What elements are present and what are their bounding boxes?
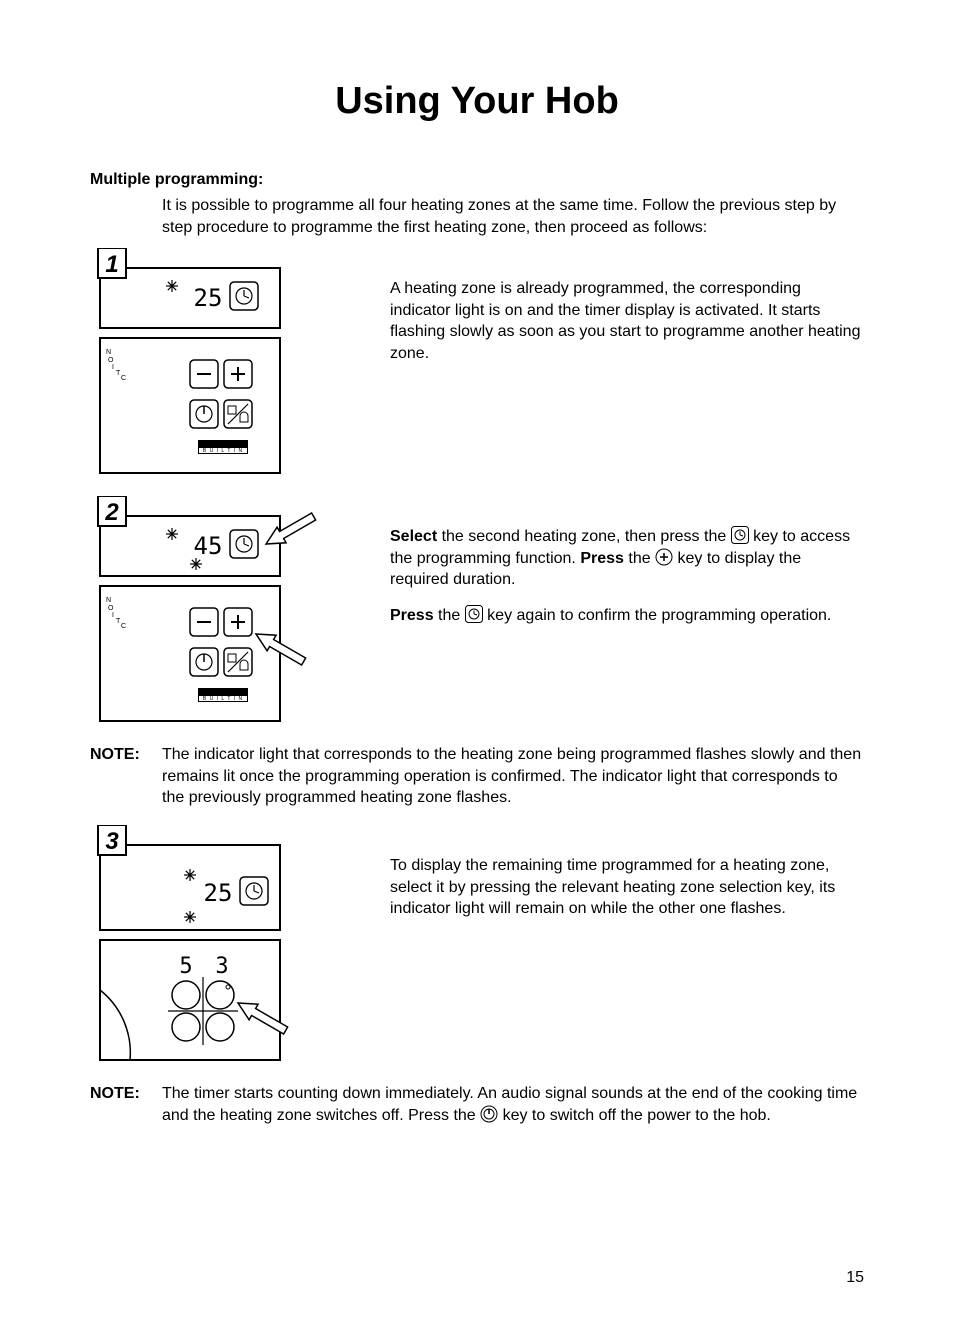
step-3-text: To display the remaining time programmed…: [390, 855, 864, 920]
svg-text:5: 5: [179, 954, 192, 979]
clock-icon: [465, 605, 483, 623]
svg-text:1: 1: [105, 251, 118, 278]
svg-text:B U I L T I N: B U I L T I N: [203, 448, 243, 454]
section-heading: Multiple programming:: [90, 171, 864, 189]
note-label: NOTE:: [90, 1083, 162, 1126]
svg-text:NOITC: NOITC: [106, 597, 127, 630]
svg-text:25: 25: [204, 879, 233, 907]
plus-icon: [655, 548, 673, 566]
page-title: Using Your Hob: [90, 80, 864, 123]
svg-text:3: 3: [215, 954, 228, 979]
note-1: NOTE: The indicator light that correspon…: [90, 744, 864, 809]
note-2-body: The timer starts counting down immediate…: [162, 1083, 864, 1126]
page-number: 15: [846, 1269, 864, 1287]
intro-text: It is possible to programme all four hea…: [162, 195, 864, 238]
step-1-text: A heating zone is already programmed, th…: [390, 278, 864, 364]
svg-text:25: 25: [194, 284, 223, 312]
clock-icon: [731, 526, 749, 544]
note-label: NOTE:: [90, 744, 162, 809]
step-1-diagram: 1 25 NOITC: [90, 248, 370, 478]
step-3: 3 25 5 3: [90, 825, 864, 1065]
power-icon: [480, 1105, 498, 1123]
svg-text:45: 45: [194, 532, 223, 560]
svg-text:3: 3: [105, 828, 119, 855]
svg-text:2: 2: [104, 499, 119, 526]
svg-text:NOITC: NOITC: [106, 349, 127, 382]
step-1: 1 25 NOITC: [90, 248, 864, 478]
step-2-diagram: 2 45 N: [90, 496, 370, 726]
step-2: 2 45 N: [90, 496, 864, 726]
note-1-body: The indicator light that corresponds to …: [162, 744, 864, 809]
note-2: NOTE: The timer starts counting down imm…: [90, 1083, 864, 1126]
step-2-text-a: Select the second heating zone, then pre…: [390, 526, 864, 591]
svg-text:B U I L T I N: B U I L T I N: [203, 696, 243, 702]
step-2-text-b: Press the key again to confirm the progr…: [390, 605, 864, 627]
step-3-diagram: 3 25 5 3: [90, 825, 370, 1065]
